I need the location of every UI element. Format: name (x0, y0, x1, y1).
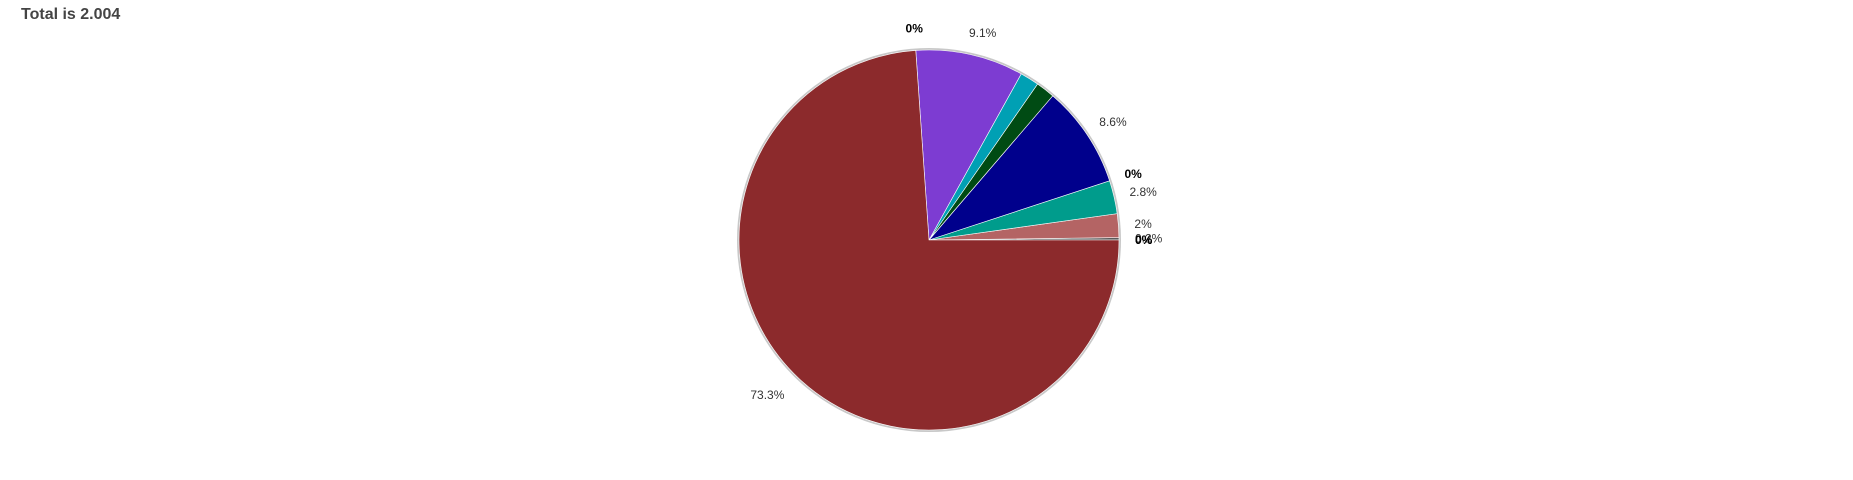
pie-slice[interactable] (928, 95, 1110, 241)
pie-slice[interactable] (915, 49, 1022, 242)
pie-slice-label: 2% (1134, 217, 1152, 231)
pie-slice-label: 0% (1135, 233, 1153, 247)
pie-slice-label: 0% (1135, 233, 1153, 247)
pie-slice-label: 8.6% (1099, 115, 1127, 129)
chart-title: Total is 2.004 (21, 6, 121, 23)
pie-slice-label: 9.1% (969, 26, 997, 40)
pie-slice-label: 0% (906, 22, 924, 36)
pie-slice-label: 2.8% (1130, 185, 1158, 199)
pie-slice[interactable] (738, 50, 1120, 431)
pie-slice-label: 0% (1125, 167, 1143, 181)
pie-slice-label: 73.3% (750, 388, 784, 402)
pie-slice-label: 0.2% (1135, 232, 1163, 246)
